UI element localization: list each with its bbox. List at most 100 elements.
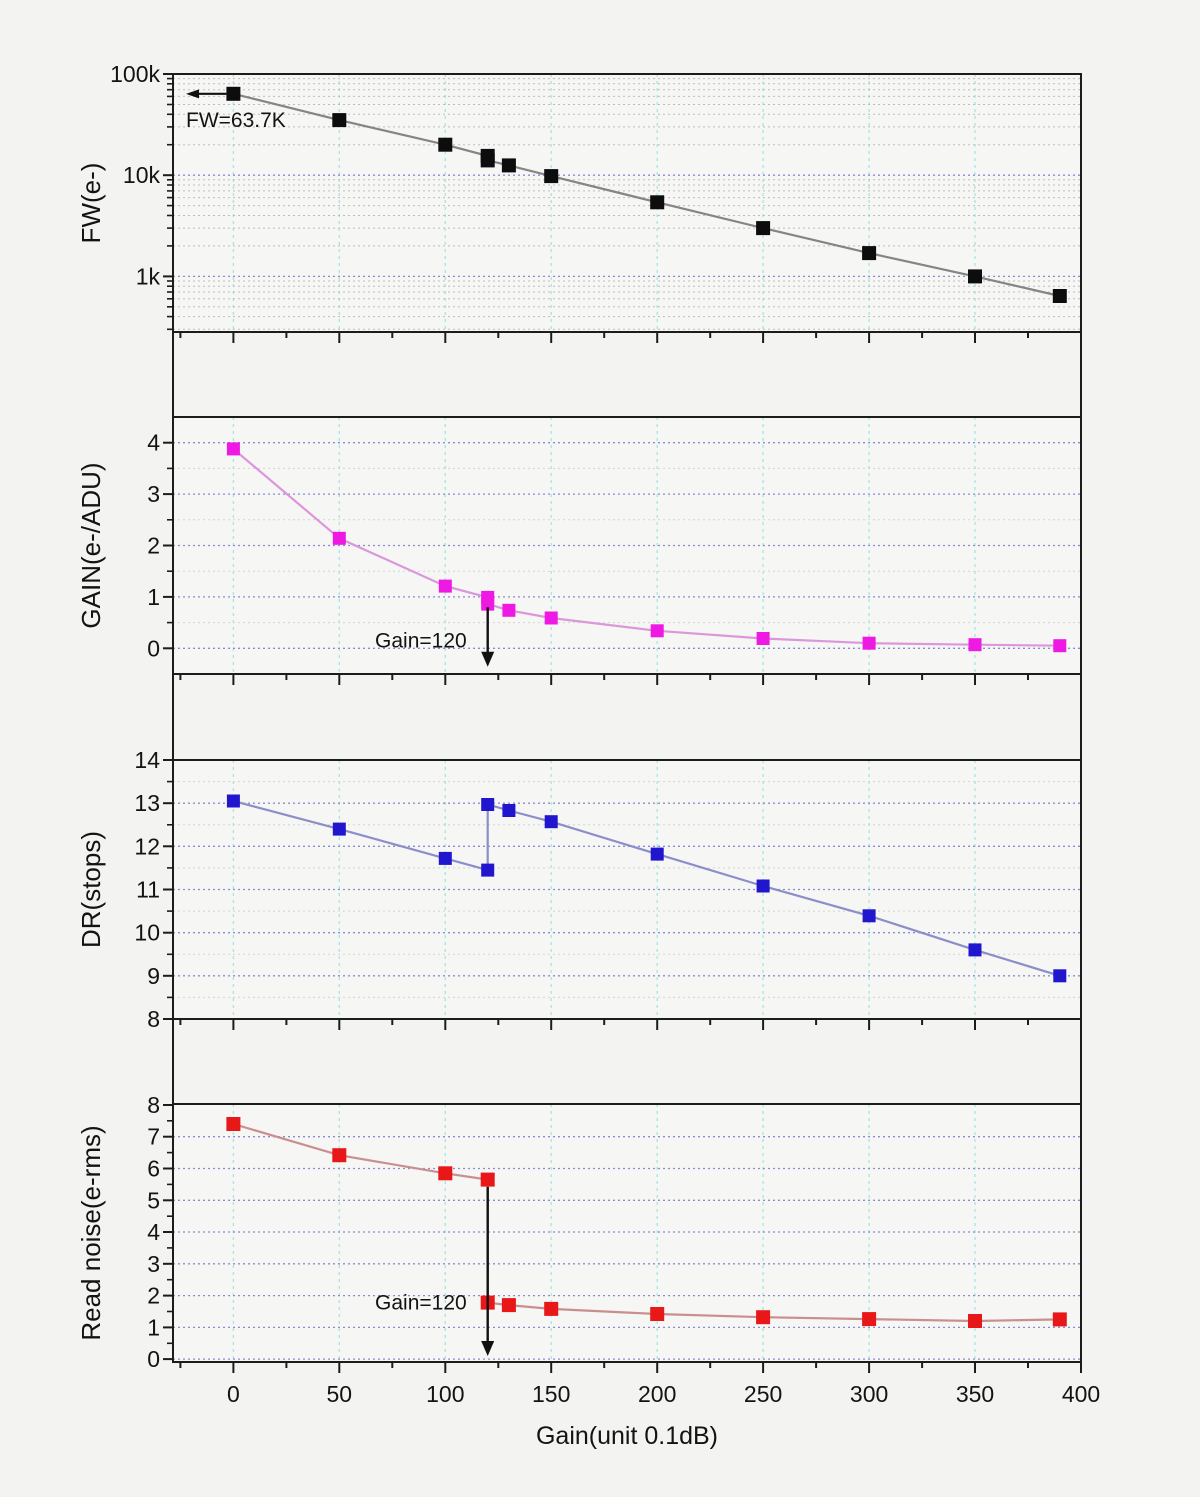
y-tick-label: 5 xyxy=(147,1187,160,1213)
data-point xyxy=(438,137,453,152)
data-point xyxy=(862,909,876,923)
series-fw-line xyxy=(233,92,1061,298)
data-point xyxy=(544,815,558,829)
panel-dr-y-ticks: 8 9 10 11 12 13 14 xyxy=(134,747,172,1032)
panel-gain-frame xyxy=(172,416,1082,675)
y-tick-label: 0 xyxy=(147,635,160,661)
panel-dr: 8 9 10 11 12 13 14 DR(stops) xyxy=(76,747,1082,1032)
data-point xyxy=(332,822,346,836)
data-point xyxy=(481,863,495,877)
data-point xyxy=(226,86,241,101)
left-arrow-head-icon xyxy=(186,89,199,99)
annotation-label: FW=63.7K xyxy=(186,109,286,132)
y-tick-label: 100k xyxy=(110,61,160,87)
x-tick-label: 200 xyxy=(638,1381,676,1407)
panel-readnoise: Gain=120 0 1 2 3 4 5 6 7 8 Read noise(e-rms) 0 50 100… xyxy=(76,1092,1100,1450)
data-point xyxy=(650,624,664,638)
series-gain-line xyxy=(232,448,1060,647)
data-point xyxy=(544,1301,559,1316)
panel-gain: Gain=120 0 1 2 3 4 GAIN(e-/ADU) xyxy=(76,416,1082,685)
y-tick-label: 0 xyxy=(147,1346,160,1372)
x-tick-label: 250 xyxy=(744,1381,782,1407)
y-axis-title-gain: GAIN(e-/ADU) xyxy=(76,462,106,628)
inter-panel-spines xyxy=(172,332,1082,1104)
series-fw-markers xyxy=(226,86,1067,303)
y-tick-label: 1k xyxy=(136,263,161,289)
data-point xyxy=(226,442,240,456)
y-axis-title-readnoise: Read noise(e-rms) xyxy=(76,1125,106,1340)
panel-dr-y-major-grid xyxy=(173,802,1081,977)
down-arrow-head-icon xyxy=(481,651,495,667)
data-point xyxy=(650,847,664,861)
panel-fw-y-minor-grid xyxy=(173,78,1081,330)
data-point xyxy=(862,1312,877,1327)
panel-fw: FW=63.7K 1k 10k 100k FW(e-) xyxy=(76,61,1082,343)
x-tick-label: 350 xyxy=(956,1381,994,1407)
data-point xyxy=(862,636,876,650)
panel-readnoise-x-ticks xyxy=(179,1363,1082,1373)
panel-dr-frame xyxy=(172,759,1082,1020)
panel-gain-y-minor-grid xyxy=(173,467,1081,624)
data-point xyxy=(756,879,770,893)
data-point xyxy=(501,1298,516,1313)
series-gain-markers xyxy=(226,442,1067,653)
data-point xyxy=(968,269,982,284)
x-tick-label: 300 xyxy=(850,1381,888,1407)
data-point xyxy=(332,531,346,545)
data-point xyxy=(650,1307,665,1321)
y-axis-title-dr: DR(stops) xyxy=(76,831,106,948)
data-point xyxy=(502,804,516,817)
y-tick-label: 11 xyxy=(136,877,160,903)
panel-fw-y-ticks: 1k 10k 100k xyxy=(110,61,172,331)
data-point xyxy=(481,798,495,811)
y-tick-label: 2 xyxy=(147,533,160,559)
data-point xyxy=(480,1172,495,1187)
series-dr-line xyxy=(233,799,1061,977)
panel-gain-x-ticks xyxy=(179,675,1082,685)
data-point xyxy=(968,1314,982,1328)
data-point xyxy=(544,169,559,184)
panel-fw-frame xyxy=(172,73,1082,333)
x-tick-label: 400 xyxy=(1062,1381,1100,1407)
data-point xyxy=(544,611,558,625)
data-point xyxy=(438,579,452,593)
y-tick-label: 1 xyxy=(147,1314,160,1340)
data-point xyxy=(1053,639,1067,653)
x-axis-title: Gain(unit 0.1dB) xyxy=(536,1422,718,1450)
data-point xyxy=(862,246,877,261)
y-tick-label: 10k xyxy=(123,162,161,188)
series-readnoise-line xyxy=(233,1122,1060,1323)
y-tick-label: 14 xyxy=(134,747,160,773)
down-arrow-head-icon xyxy=(481,1341,495,1356)
annotation-gain: Gain=120 xyxy=(375,607,495,667)
data-point xyxy=(756,1310,771,1325)
panel-readnoise-y-ticks: 0 1 2 3 4 5 6 7 8 xyxy=(147,1092,172,1372)
data-point xyxy=(1052,1312,1067,1327)
panel-fw-x-ticks xyxy=(179,333,1082,343)
data-point xyxy=(332,113,347,128)
data-point xyxy=(438,851,452,865)
x-tick-label: 100 xyxy=(426,1381,464,1407)
data-point xyxy=(480,153,495,168)
x-tick-label: 0 xyxy=(227,1381,240,1407)
y-axis-title-fw: FW(e-) xyxy=(76,163,106,244)
data-point xyxy=(226,1117,241,1131)
annotation-label: Gain=120 xyxy=(375,1292,467,1315)
y-tick-label: 4 xyxy=(147,430,160,456)
panel-gain-y-major-grid xyxy=(173,442,1081,649)
panel-dr-x-ticks xyxy=(179,1020,1082,1030)
data-point xyxy=(501,158,516,173)
x-tick-labels: 0 50 100 150 200 250 300 350 400 xyxy=(227,1381,1100,1407)
data-point xyxy=(502,603,516,617)
series-dr-markers xyxy=(226,794,1067,983)
y-tick-label: 3 xyxy=(147,481,160,507)
y-tick-label: 2 xyxy=(147,1283,160,1309)
data-point xyxy=(756,221,771,236)
y-tick-label: 8 xyxy=(147,1006,160,1032)
y-tick-label: 12 xyxy=(134,833,160,859)
y-tick-label: 10 xyxy=(134,920,160,946)
panel-readnoise-y-major-grid xyxy=(173,1136,1081,1360)
y-tick-label: 9 xyxy=(147,963,160,989)
